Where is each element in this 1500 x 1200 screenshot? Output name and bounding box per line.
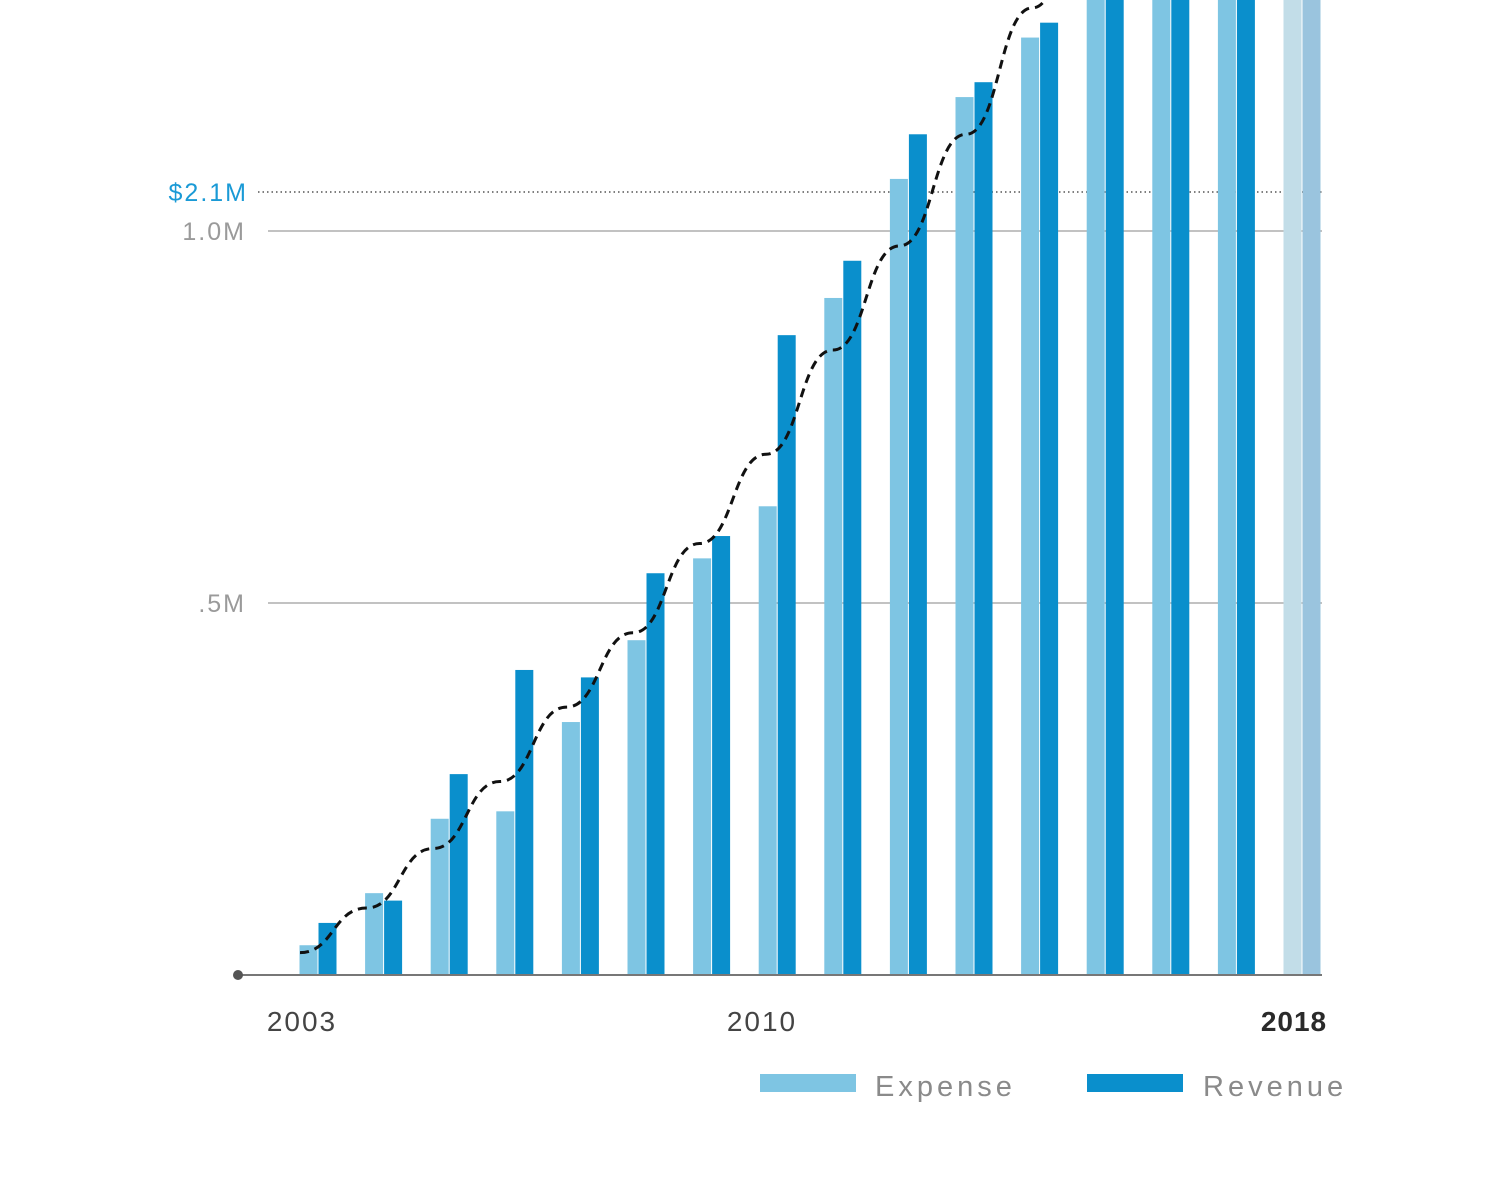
bar-expense-2005 [430,818,449,975]
bar-expense-2017 [1217,0,1236,975]
x-tick-label: 2018 [1261,1006,1327,1037]
legend-swatch-revenue [1087,1074,1183,1092]
bar-revenue-2003 [318,922,337,975]
bar-revenue-2007 [580,677,599,975]
x-tick-label: 2010 [727,1006,797,1037]
bar-expense-2018 [1283,0,1302,975]
bar-revenue-2012 [908,134,927,975]
bar-revenue-2009 [712,536,731,975]
bar-revenue-2006 [515,669,534,975]
bars [299,0,1321,976]
reference-label: $2.1M [169,179,248,207]
bar-expense-2014 [1021,37,1040,976]
bar-revenue-2008 [646,573,665,975]
bar-revenue-2011 [843,260,862,975]
y-tick-label: .5M [198,590,246,618]
bar-expense-2008 [627,640,646,975]
bar-revenue-2017 [1236,0,1255,976]
bar-revenue-2004 [384,900,403,975]
bar-expense-2006 [496,811,515,975]
bar-revenue-2010 [777,335,796,975]
bar-revenue-2016 [1171,0,1190,976]
bar-revenue-2015 [1105,0,1124,975]
bar-expense-2015 [1086,0,1105,975]
bar-expense-2009 [693,558,712,975]
bar-expense-2004 [365,893,384,975]
bar-revenue-2005 [449,774,468,975]
bar-expense-2007 [561,722,580,975]
bar-expense-2013 [955,97,974,975]
bar-expense-2011 [824,297,843,976]
legend-label-expense: Expense [875,1071,1016,1103]
bar-revenue-2018 [1302,0,1321,975]
legend-label-revenue: Revenue [1203,1071,1347,1103]
bar-expense-2012 [889,178,908,976]
x-tick-label: 2003 [267,1006,337,1037]
y-tick-label: 1.0M [182,218,246,246]
bar-expense-2010 [758,506,777,975]
bar-revenue-2013 [974,82,993,975]
axis-origin-dot [233,970,243,980]
bar-revenue-2014 [1040,22,1059,976]
legend: Expense Revenue [760,1071,1347,1103]
legend-swatch-expense [760,1074,856,1092]
bar-expense-2016 [1152,0,1171,975]
